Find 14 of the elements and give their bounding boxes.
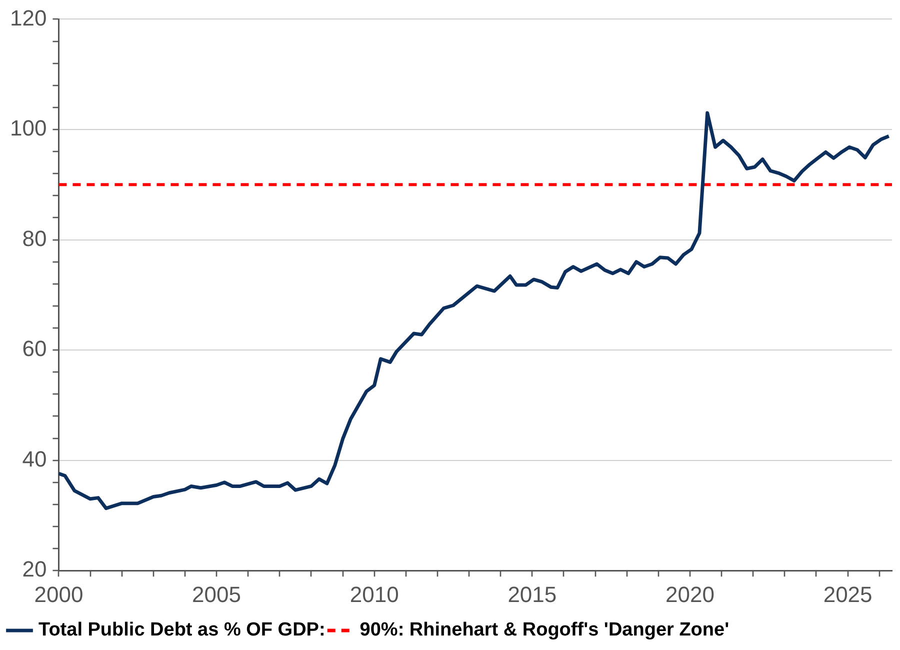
x-tick-label: 2025: [823, 582, 872, 607]
y-tick-label: 120: [10, 5, 47, 30]
y-tick-label: 80: [22, 226, 47, 251]
x-tick-label: 2005: [192, 582, 242, 607]
y-tick-label: 20: [22, 556, 47, 582]
x-tick-label: 2015: [508, 582, 557, 607]
y-tick-label: 40: [22, 446, 47, 472]
legend-label: 90%: Rhinehart & Rogoff's 'Danger Zone': [360, 620, 730, 641]
x-tick-label: 2000: [34, 582, 84, 607]
y-tick-label: 100: [10, 116, 47, 141]
y-tick-label: 60: [22, 336, 47, 362]
legend-label: Total Public Debt as % OF GDP:: [38, 620, 326, 641]
x-tick-label: 2010: [350, 582, 399, 607]
x-tick-label: 2020: [666, 582, 714, 607]
